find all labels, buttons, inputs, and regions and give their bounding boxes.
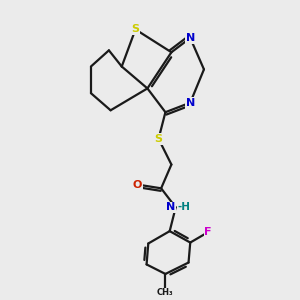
Text: CH₃: CH₃ — [157, 288, 174, 297]
Text: S: S — [131, 24, 140, 34]
Text: -H: -H — [177, 202, 190, 212]
Text: N: N — [167, 202, 176, 212]
Text: N: N — [186, 98, 195, 108]
Text: O: O — [133, 179, 142, 190]
Text: N: N — [186, 33, 195, 43]
Text: S: S — [154, 134, 163, 144]
Text: F: F — [205, 227, 212, 237]
